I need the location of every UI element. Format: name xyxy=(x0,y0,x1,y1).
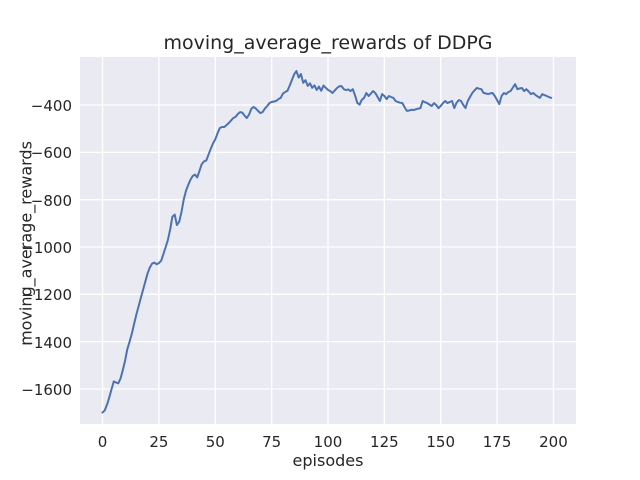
y-tick-label: −600 xyxy=(30,144,72,163)
x-axis-label: episodes xyxy=(292,451,364,470)
x-tick-label: 200 xyxy=(539,433,568,451)
x-tick-label: 175 xyxy=(482,433,512,451)
x-tick-label: 150 xyxy=(426,433,456,451)
y-tick-label: −1200 xyxy=(21,286,72,305)
y-tick-label: −1600 xyxy=(21,380,72,399)
x-tick-label: 75 xyxy=(262,433,282,451)
x-tick-label: 50 xyxy=(205,433,225,451)
y-tick-label: −1400 xyxy=(21,333,72,352)
y-tick-label: −400 xyxy=(30,97,72,116)
chart-title: moving_average_rewards of DDPG xyxy=(163,32,493,54)
x-tick-label: 100 xyxy=(313,433,343,451)
series-line xyxy=(101,70,553,414)
x-tick-label: 0 xyxy=(97,433,108,451)
x-tick-label: 125 xyxy=(370,433,399,451)
y-tick-label: −800 xyxy=(30,191,72,210)
y-tick-label: −1000 xyxy=(21,239,72,257)
x-tick-label: 25 xyxy=(149,433,169,451)
